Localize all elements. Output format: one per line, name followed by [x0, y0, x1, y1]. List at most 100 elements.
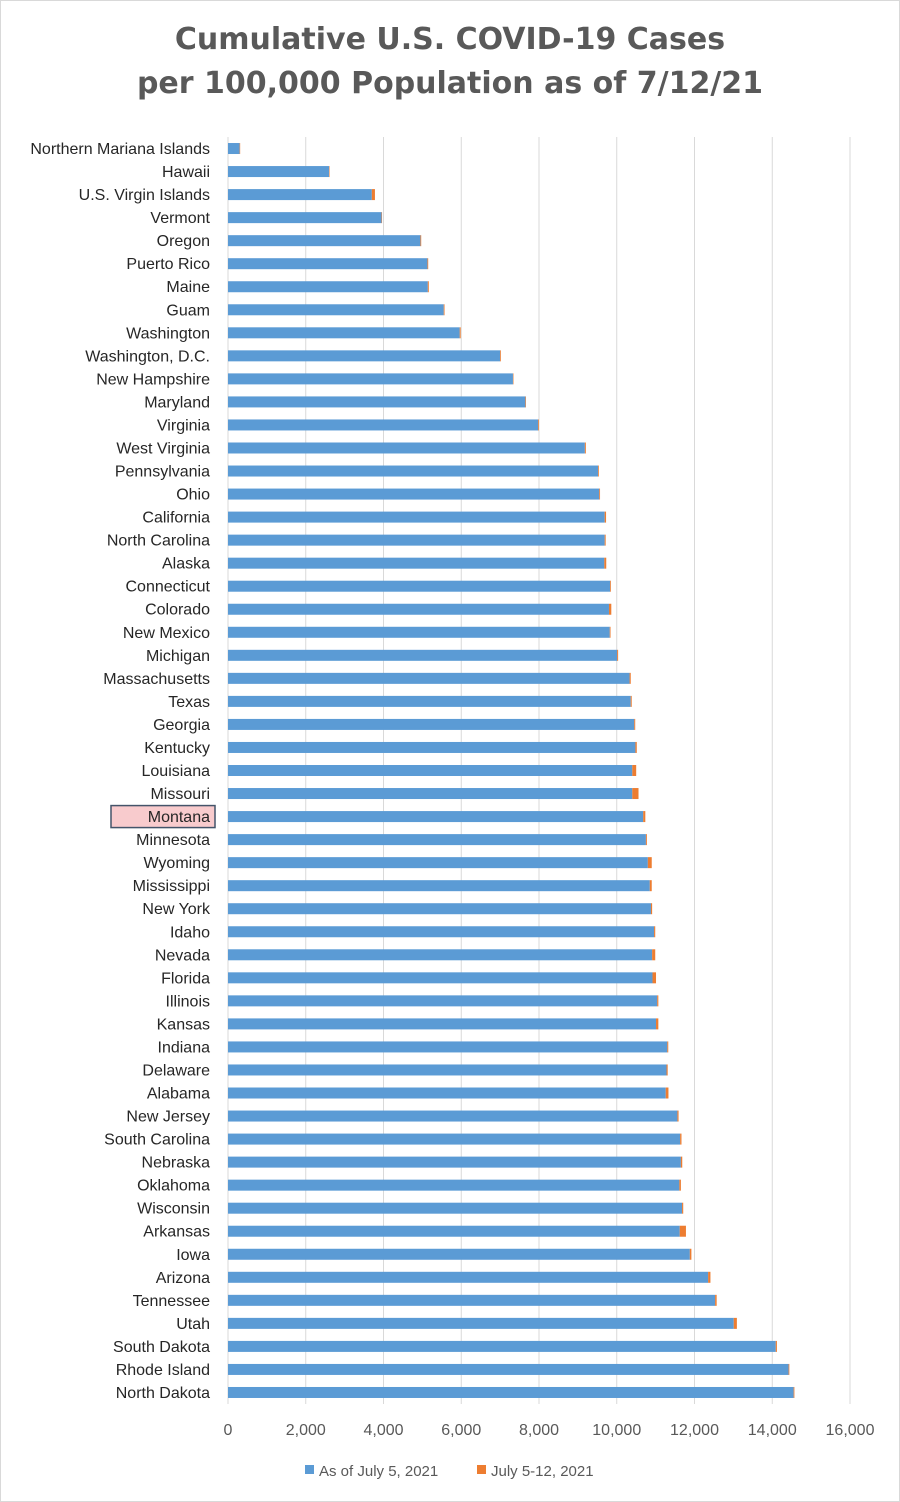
bar-july-5-12 [604, 534, 606, 546]
bar-july-5-12 [630, 695, 632, 707]
bar-july-5-12 [599, 488, 601, 500]
bar-july-5-12 [635, 741, 637, 753]
category-label: Utah [176, 1316, 210, 1333]
category-label: Mississippi [133, 878, 210, 895]
legend-label: July 5-12, 2021 [491, 1463, 594, 1480]
bar-july-5-12 [775, 1340, 777, 1352]
bar-july-5-12 [371, 189, 375, 201]
category-label: Montana [148, 809, 210, 826]
bar-as-of-july-5 [228, 672, 630, 684]
bar-as-of-july-5 [228, 1363, 789, 1375]
category-label: Iowa [176, 1247, 210, 1264]
bar-july-5-12 [610, 580, 611, 592]
category-label: Vermont [150, 210, 210, 227]
bar-july-5-12 [608, 603, 612, 615]
bar-as-of-july-5 [228, 949, 653, 961]
bar-july-5-12 [598, 465, 599, 477]
legend-swatch [305, 1465, 314, 1474]
bar-as-of-july-5 [228, 695, 631, 707]
bar-as-of-july-5 [228, 511, 605, 523]
bar-july-5-12 [665, 1087, 669, 1099]
chart-title-line1: Cumulative U.S. COVID-19 Cases [174, 22, 726, 57]
bar-as-of-july-5 [228, 1041, 668, 1053]
category-label: New Hampshire [96, 371, 210, 388]
category-label: Washington, D.C. [85, 348, 210, 365]
category-label: Arizona [156, 1270, 210, 1287]
bar-as-of-july-5 [228, 788, 633, 800]
bar-as-of-july-5 [228, 580, 611, 592]
bar-as-of-july-5 [228, 212, 382, 224]
bar-july-5-12 [604, 557, 607, 569]
bar-july-5-12 [239, 143, 241, 155]
bar-july-5-12 [656, 1018, 659, 1030]
category-label: Illinois [166, 993, 210, 1010]
category-labels: Northern Mariana Islands Hawaii U.S. Virgi… [30, 141, 211, 1402]
category-label: Oklahoma [137, 1178, 210, 1195]
category-label: Rhode Island [116, 1362, 210, 1379]
bar-july-5-12 [652, 949, 656, 961]
category-label: Kansas [157, 1016, 210, 1033]
bar-as-of-july-5 [228, 1110, 678, 1122]
category-label: North Dakota [116, 1385, 210, 1402]
bar-july-5-12 [420, 235, 422, 247]
legend: As of July 5, 2021 July 5-12, 2021 [305, 1463, 594, 1480]
bar-as-of-july-5 [228, 741, 636, 753]
bar-july-5-12 [459, 327, 461, 339]
category-label: Wisconsin [137, 1201, 210, 1218]
category-label: Washington [126, 325, 210, 342]
category-label: Minnesota [136, 832, 210, 849]
bar-as-of-july-5 [228, 258, 428, 270]
bar-as-of-july-5 [228, 1018, 657, 1030]
category-label: Florida [161, 970, 210, 987]
bar-as-of-july-5 [228, 603, 609, 615]
bar-july-5-12 [329, 166, 330, 178]
bar-july-5-12 [680, 1133, 682, 1145]
x-tick-label: 4,000 [363, 1422, 403, 1439]
bar-as-of-july-5 [228, 1225, 680, 1237]
category-label: U.S. Virgin Islands [79, 187, 210, 204]
x-tick-label: 16,000 [826, 1422, 875, 1439]
bar-july-5-12 [629, 672, 631, 684]
bar-as-of-july-5 [228, 1156, 681, 1168]
bar-july-5-12 [512, 373, 514, 385]
bar-as-of-july-5 [228, 834, 646, 846]
category-label: Guam [166, 302, 210, 319]
bar-july-5-12 [689, 1248, 692, 1260]
bar-as-of-july-5 [228, 534, 605, 546]
bar-as-of-july-5 [228, 903, 651, 915]
bar-july-5-12 [645, 834, 647, 846]
bars [228, 143, 795, 1398]
category-label: Maine [166, 279, 210, 296]
bar-july-5-12 [680, 1156, 683, 1168]
bar-july-5-12 [632, 788, 639, 800]
bar-july-5-12 [632, 765, 637, 776]
category-label: Virginia [157, 417, 210, 434]
bar-as-of-july-5 [228, 1064, 667, 1076]
category-label: Michigan [146, 648, 210, 665]
category-label: Delaware [142, 1062, 210, 1079]
bar-as-of-july-5 [228, 972, 653, 984]
bar-july-5-12 [525, 396, 526, 408]
bar-july-5-12 [647, 857, 652, 869]
bar-as-of-july-5 [228, 995, 658, 1007]
category-label: Texas [168, 694, 210, 711]
bar-july-5-12 [427, 281, 429, 293]
bar-july-5-12 [666, 1064, 668, 1076]
category-label: Colorado [145, 602, 210, 619]
category-label: Georgia [153, 717, 210, 734]
legend-swatch [477, 1465, 486, 1474]
bar-july-5-12 [788, 1363, 790, 1375]
bar-as-of-july-5 [228, 281, 428, 293]
bar-as-of-july-5 [228, 189, 372, 201]
bar-as-of-july-5 [228, 396, 526, 408]
highlight-box [110, 804, 216, 829]
bar-july-5-12 [538, 419, 539, 431]
legend-label: As of July 5, 2021 [319, 1463, 438, 1480]
chart-title-line2: per 100,000 Population as of 7/12/21 [136, 66, 764, 101]
bar-july-5-12 [679, 1225, 686, 1237]
bar-as-of-july-5 [228, 1340, 776, 1352]
bar-as-of-july-5 [228, 350, 501, 362]
category-label: South Dakota [113, 1339, 210, 1356]
bar-as-of-july-5 [228, 465, 599, 477]
